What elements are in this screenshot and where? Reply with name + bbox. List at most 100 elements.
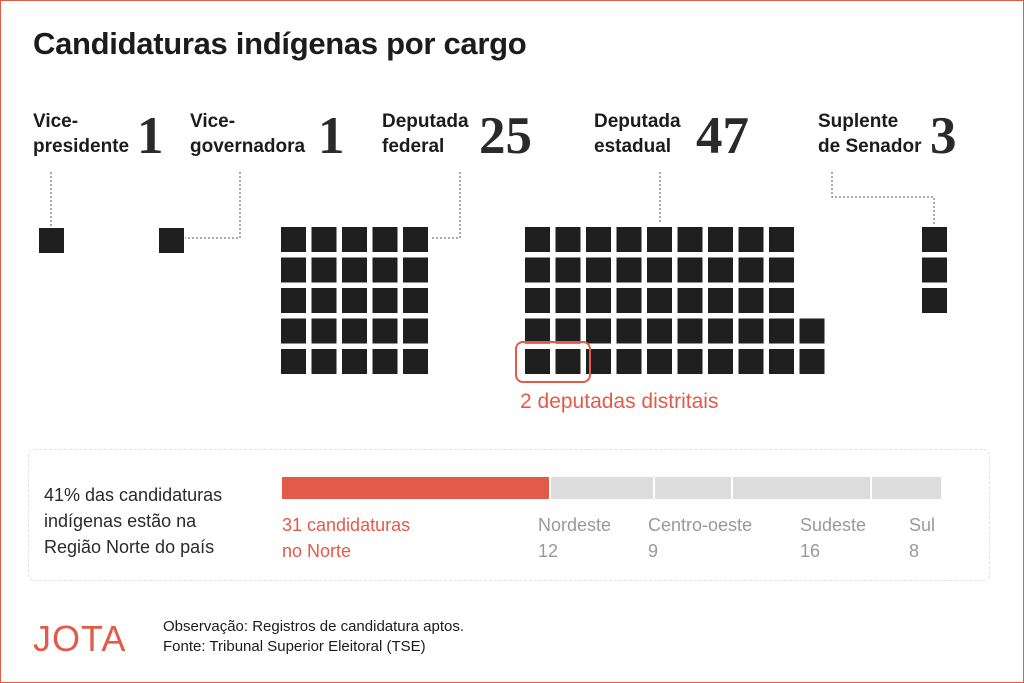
waffle-square [708,318,733,344]
waffle-square [647,318,672,344]
waffle-square [769,318,794,344]
region-label: Sudeste 16 [800,515,867,561]
region-summary-text: 41% das candidaturas indígenas estão na … [44,485,223,557]
waffle-square [403,318,428,344]
footnote-fonte: Fonte: Tribunal Superior Eleitoral (TSE) [163,638,426,655]
waffle-square [311,257,337,283]
waffle-square [677,349,703,374]
waffle-square [738,257,764,283]
waffle-square [769,349,794,374]
waffle-square [403,349,428,374]
category-value-deputada-federal: 25 [479,107,532,165]
waffle-square [555,349,581,374]
waffle-square [281,257,306,283]
waffle-square [738,288,764,313]
waffle-square [738,349,764,374]
region-bar-segment [550,477,653,499]
region-panel [28,449,990,581]
waffle-square [342,227,367,252]
distritais-annotation: 2 deputadas distritais [520,390,719,413]
waffle-square [372,288,398,313]
waffle-square [311,349,337,374]
waffle-square [738,227,764,252]
waffle-square [677,257,703,283]
waffle-square [647,257,672,283]
waffle-square [525,227,550,252]
region-stacked-bar [282,477,941,499]
waffle-square [525,349,550,374]
waffle-square [586,318,611,344]
waffle-square [525,257,550,283]
category-value-suplente-de-senador: 3 [930,107,957,165]
waffle-square [616,318,642,344]
category-label-deputada-federal: Deputada federal [382,111,469,157]
waffle-square [311,318,337,344]
category-value-vice-governadora: 1 [318,107,345,165]
category-label-deputada-estadual: Deputada estadual [594,111,681,157]
region-label: Centro-oeste 9 [648,515,753,561]
distritais-highlight-box [515,341,591,383]
waffle-square [647,227,672,252]
waffle-square [342,349,367,374]
category-label-vice-presidente: Vice- presidente [33,111,130,157]
region-bar-segment [732,477,870,499]
jota-logo: JOTA [33,618,127,659]
waffle-square [586,257,611,283]
waffle-square [39,228,64,253]
waffle-square [403,257,428,283]
category-value-deputada-estadual: 47 [696,107,749,165]
waffle-square [922,288,947,313]
waffle-square [647,288,672,313]
waffle-square [769,257,794,283]
waffle-square [342,288,367,313]
waffle-square [311,288,337,313]
waffle-square [555,318,581,344]
region-label: Sul 8 [909,515,936,561]
waffle-square [738,318,764,344]
waffle-square [281,349,306,374]
leader-line [831,172,935,224]
leader-line [431,172,461,239]
footnote: Observação: Registros de candidatura apt… [163,617,464,657]
waffle-square [403,288,428,313]
waffle-square [372,318,398,344]
footnote-observacao: Observação: Registros de candidatura apt… [163,618,465,635]
waffle-square [708,257,733,283]
waffle-square [372,257,398,283]
waffle-square [708,349,733,374]
waffle-square [922,227,947,252]
waffle-square [281,227,306,252]
waffle-square [799,318,825,344]
waffle-square [311,227,337,252]
waffle-square [799,349,825,374]
waffle-square [403,227,428,252]
waffle-square [616,257,642,283]
region-bar-segment [282,477,549,499]
waffle-square [708,227,733,252]
region-label: 31 candidaturas no Norte [282,515,411,561]
waffle-square [616,288,642,313]
waffle-square [677,318,703,344]
waffle-square [616,349,642,374]
waffle-square [525,288,550,313]
waffle-square [555,227,581,252]
region-label: Nordeste 12 [538,515,612,561]
category-value-vice-presidente: 1 [137,107,164,165]
category-label-vice-governadora: Vice- governadora [190,111,306,157]
waffle-square [647,349,672,374]
leader-line [185,172,241,239]
category-label-suplente-de-senador: Suplente de Senador [818,111,922,157]
waffle-square [586,288,611,313]
waffle-square [342,257,367,283]
chart-title: Candidaturas indígenas por cargo [33,26,527,61]
waffle-square [372,227,398,252]
waffle-square [616,227,642,252]
waffle-square [677,288,703,313]
waffle-square [525,318,550,344]
waffle-square [769,288,794,313]
waffle-square [586,227,611,252]
waffle-square [677,227,703,252]
region-bar-segment [871,477,941,499]
waffle-square [555,257,581,283]
waffle-square [922,257,947,283]
